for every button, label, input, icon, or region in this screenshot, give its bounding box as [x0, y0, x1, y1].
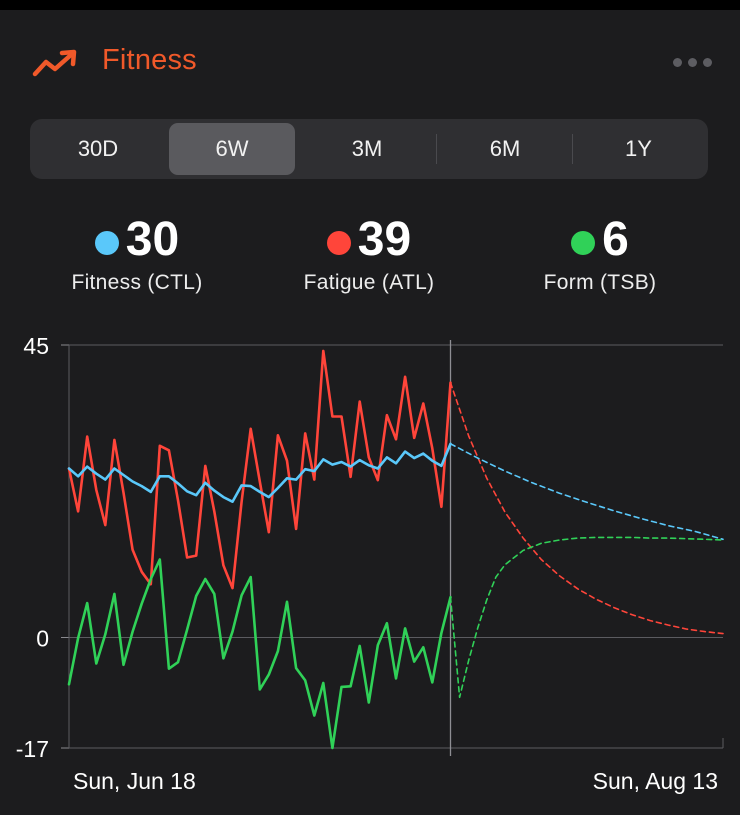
fatigue-dot-icon [326, 231, 351, 255]
card-header: Fitness [30, 44, 712, 80]
y-tick-label: 45 [23, 333, 49, 359]
form-label: Form (TSB) [543, 271, 657, 294]
more-icon [673, 57, 682, 67]
trend-up-icon [32, 49, 77, 77]
range-tab-1y[interactable]: 1Y [625, 136, 652, 161]
segment-divider [436, 134, 437, 164]
more-icon [703, 57, 712, 67]
range-segmented-control: 30D 6W 3M 6M 1Y [30, 119, 708, 179]
form-tsb-projection-line [449, 536, 724, 699]
fitness-value: 30 [125, 213, 180, 266]
fitness-dot-icon [94, 231, 119, 255]
fitness-label: Fitness (CTL) [71, 271, 203, 294]
range-tab-3m[interactable]: 3M [351, 136, 383, 161]
fitness-chart[interactable]: 45 0 -17 Sun, Jun 18 Sun, Aug 13 [0, 322, 740, 815]
fatigue-atl-projection-line [449, 381, 724, 635]
range-tab-6m[interactable]: 6M [489, 136, 521, 161]
fatigue-atl-line [67, 349, 452, 590]
fatigue-value: 39 [357, 213, 412, 266]
y-tick-label: 0 [36, 626, 49, 652]
fitness-ctl-line [67, 442, 452, 503]
range-tab-30d[interactable]: 30D [77, 136, 119, 161]
stat-form: 6 Form (TSB) [515, 212, 685, 295]
status-bar-strip [0, 0, 740, 10]
x-tick-label: Sun, Jun 18 [73, 768, 196, 794]
stat-fatigue: 39 Fatigue (ATL) [284, 212, 454, 295]
fatigue-label: Fatigue (ATL) [303, 271, 435, 294]
fitness-ctl-projection-line [449, 443, 724, 541]
form-dot-icon [571, 231, 596, 255]
form-value: 6 [602, 213, 629, 266]
form-tsb-line [67, 558, 452, 750]
more-button[interactable] [666, 52, 712, 72]
stat-fitness: 30 Fitness (CTL) [52, 212, 222, 295]
more-icon [688, 57, 697, 67]
page-title: Fitness [102, 44, 197, 76]
segment-divider [572, 134, 573, 164]
x-tick-label: Sun, Aug 13 [593, 768, 718, 794]
range-tab-6w[interactable]: 6W [169, 123, 295, 175]
y-tick-label: -17 [16, 736, 49, 762]
